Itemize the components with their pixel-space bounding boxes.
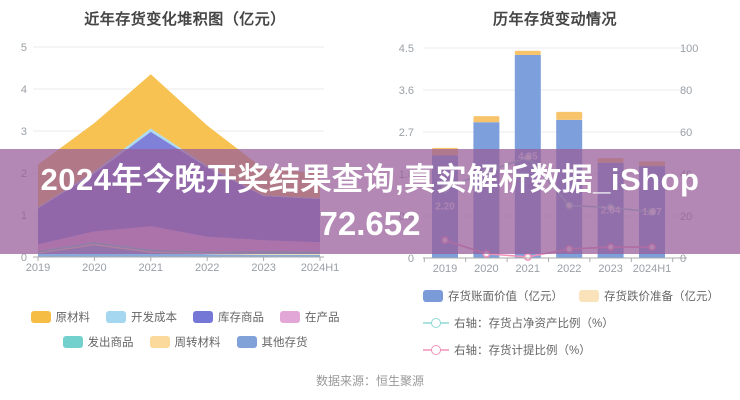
legend-label: 开发成本 [131, 312, 177, 324]
right-chart-title: 历年存货变动情况 [492, 11, 617, 28]
legend-row: 发出商品 周转材料 其他存货 [62, 334, 308, 350]
bar-provision [473, 116, 500, 123]
legend-label: 其他存货 [261, 337, 308, 349]
x-tick-label: 2020 [474, 263, 498, 275]
legend-swatch-icon [193, 311, 213, 323]
legend-item[interactable]: 原材料 [30, 309, 91, 325]
x-tick-label: 2019 [26, 262, 50, 274]
legend-swatch-icon [30, 311, 51, 323]
bar-provision [514, 50, 541, 55]
left-chart-title: 近年存货变化堆积图（亿元） [84, 11, 286, 28]
banner-text-line2: 72.652 [319, 204, 421, 242]
left-y-tick-label: 3.6 [399, 85, 414, 97]
x-tick-label: 2021 [516, 263, 540, 275]
y-tick-label: 3 [21, 126, 27, 138]
banner-text-line1: 2024年今晚开奖结果查询,真实解析数据_iShop [40, 161, 700, 197]
legend-line-icon [423, 344, 449, 356]
x-tick-label: 2019 [433, 263, 457, 275]
legend-line-icon [423, 317, 449, 329]
left-y-tick-label: 0 [408, 253, 414, 265]
x-tick-label: 2022 [195, 262, 219, 274]
legend-label: 在产品 [305, 312, 340, 324]
legend-label: 右轴：存货占净资产比例（%） [454, 318, 614, 330]
right-y-tick-label: 0 [680, 253, 686, 265]
legend-row: 原材料 开发成本 库存商品 在产品 [30, 309, 340, 325]
y-tick-label: 0 [21, 252, 27, 264]
x-tick-label: 2022 [557, 263, 581, 275]
legend-item[interactable]: 存货账面价值（亿元） [423, 288, 563, 304]
line-provision-ratio-marker [523, 252, 532, 261]
legend-item[interactable]: 发出商品 [62, 334, 134, 350]
right-chart-legend: 存货账面价值（亿元） 存货跌价准备（亿元） 右轴：存货占净资产比例（%） 右轴：存… [423, 288, 719, 358]
left-chart-legend: 原材料 开发成本 库存商品 在产品 发出商品 周转材料 其他存货 [0, 309, 370, 350]
bar-provision [556, 111, 583, 120]
x-tick-label: 2024H1 [633, 263, 672, 275]
legend-label: 发出商品 [87, 337, 134, 349]
data-source-note: 数据来源：恒生聚源 [315, 374, 424, 388]
legend-swatch-icon [579, 290, 599, 302]
legend-item[interactable]: 右轴：存货计提比例（%） [423, 342, 591, 358]
legend-row: 存货账面价值（亿元） 存货跌价准备（亿元） [423, 288, 719, 304]
legend-row: 右轴：存货占净资产比例（%） [423, 315, 614, 331]
x-tick-label: 2023 [598, 263, 622, 275]
legend-item[interactable]: 在产品 [280, 309, 340, 325]
promo-banner[interactable]: 2024年今晚开奖结果查询,真实解析数据_iShop 72.652 [0, 149, 740, 254]
right-y-tick-label: 80 [680, 85, 692, 97]
legend-item[interactable]: 其他存货 [236, 334, 308, 350]
legend-swatch-icon [106, 311, 126, 323]
legend-swatch-icon [62, 336, 83, 348]
legend-item[interactable]: 周转材料 [149, 334, 221, 350]
legend-label: 库存商品 [218, 312, 264, 324]
left-y-tick-label: 2.7 [399, 127, 414, 139]
legend-label: 原材料 [55, 312, 91, 324]
legend-row: 右轴：存货计提比例（%） [423, 342, 591, 358]
legend-item[interactable]: 存货跌价准备（亿元） [579, 288, 719, 304]
x-tick-label: 2021 [139, 262, 163, 274]
legend-swatch-icon [280, 311, 300, 323]
legend-item[interactable]: 右轴：存货占净资产比例（%） [423, 315, 614, 331]
left-y-tick-label: 4.5 [399, 43, 414, 55]
legend-label: 周转材料 [174, 337, 221, 349]
legend-swatch-icon [236, 336, 257, 348]
legend-label: 存货跌价准备（亿元） [604, 291, 719, 303]
x-tick-label: 2020 [82, 262, 106, 274]
legend-label: 右轴：存货计提比例（%） [454, 345, 591, 357]
y-tick-label: 5 [21, 42, 27, 54]
legend-swatch-icon [423, 290, 443, 302]
x-tick-label: 2024H1 [301, 262, 340, 274]
legend-swatch-icon [149, 336, 170, 348]
legend-item[interactable]: 库存商品 [193, 309, 264, 325]
right-y-tick-label: 100 [680, 43, 698, 55]
legend-label: 存货账面价值（亿元） [448, 291, 563, 303]
legend-item[interactable]: 开发成本 [106, 309, 177, 325]
y-tick-label: 4 [21, 84, 27, 96]
right-y-tick-label: 60 [680, 127, 692, 139]
x-tick-label: 2023 [251, 262, 275, 274]
